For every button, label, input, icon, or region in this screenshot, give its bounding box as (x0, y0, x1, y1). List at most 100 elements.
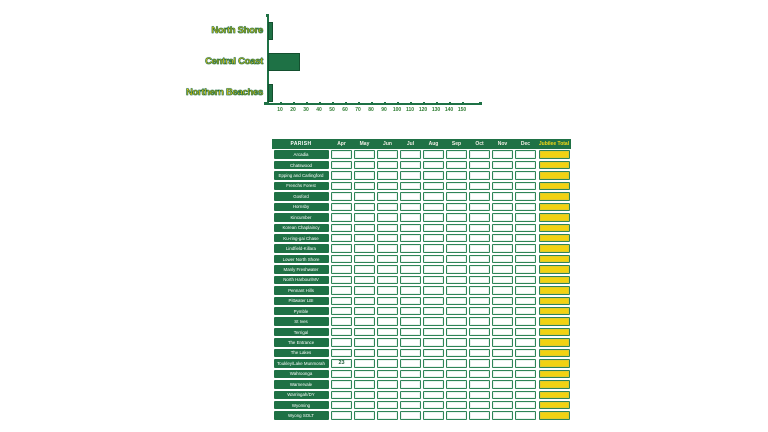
month-cell[interactable] (492, 150, 513, 159)
month-cell[interactable] (446, 307, 467, 316)
month-cell[interactable] (492, 369, 513, 379)
jubilee-total-cell[interactable] (538, 369, 570, 379)
month-cell[interactable] (423, 400, 444, 410)
month-cell[interactable] (377, 160, 398, 170)
month-cell[interactable] (515, 411, 536, 420)
parish-cell[interactable]: Kincumber (273, 213, 329, 222)
month-cell[interactable] (515, 400, 536, 410)
month-cell[interactable] (377, 359, 398, 368)
month-cell[interactable] (400, 390, 421, 399)
month-cell[interactable] (423, 181, 444, 191)
month-cell[interactable] (469, 411, 490, 420)
month-cell[interactable] (331, 411, 352, 420)
parish-cell[interactable]: Warnervale (273, 380, 329, 389)
month-cell[interactable] (377, 296, 398, 305)
month-cell[interactable] (423, 254, 444, 264)
parish-cell[interactable]: St Ives (273, 317, 329, 326)
jubilee-total-cell[interactable] (538, 202, 570, 212)
month-cell[interactable] (446, 171, 467, 180)
month-cell[interactable] (515, 213, 536, 222)
month-cell[interactable] (515, 254, 536, 264)
parish-cell[interactable]: Toukley/Lake Munmorah (273, 359, 329, 368)
month-cell[interactable] (377, 254, 398, 264)
month-cell[interactable] (354, 254, 375, 264)
month-cell[interactable] (492, 254, 513, 264)
month-cell[interactable] (515, 202, 536, 212)
month-cell[interactable] (515, 265, 536, 274)
header-cell-dec[interactable]: Dec (514, 139, 537, 150)
month-cell[interactable] (377, 380, 398, 389)
month-cell[interactable] (400, 254, 421, 264)
month-cell[interactable] (331, 213, 352, 222)
month-cell[interactable] (354, 369, 375, 379)
month-cell[interactable] (331, 307, 352, 316)
month-cell[interactable] (400, 317, 421, 326)
month-cell[interactable] (331, 348, 352, 358)
month-cell[interactable] (492, 223, 513, 232)
jubilee-total-cell[interactable] (538, 296, 570, 305)
month-cell[interactable] (400, 369, 421, 379)
month-cell[interactable] (377, 286, 398, 295)
month-cell[interactable] (377, 265, 398, 274)
jubilee-total-cell[interactable] (538, 213, 570, 222)
month-cell[interactable] (446, 244, 467, 253)
parish-cell[interactable]: Pittwater LBI (273, 296, 329, 305)
parish-cell[interactable]: Lower North Shore (273, 254, 329, 264)
month-cell[interactable] (354, 296, 375, 305)
month-cell[interactable] (492, 307, 513, 316)
parish-cell[interactable]: Manly Freshwater (273, 265, 329, 274)
month-cell[interactable] (515, 327, 536, 337)
month-cell[interactable] (423, 244, 444, 253)
month-cell[interactable] (492, 192, 513, 201)
month-cell[interactable] (423, 369, 444, 379)
month-cell[interactable] (377, 327, 398, 337)
month-cell[interactable] (515, 223, 536, 232)
month-cell[interactable] (331, 338, 352, 347)
month-cell[interactable] (354, 150, 375, 159)
month-cell[interactable] (515, 275, 536, 285)
month-cell[interactable] (423, 202, 444, 212)
jubilee-total-cell[interactable] (538, 244, 570, 253)
month-cell[interactable] (400, 338, 421, 347)
month-cell[interactable] (469, 171, 490, 180)
month-cell[interactable] (423, 233, 444, 243)
month-cell[interactable] (400, 275, 421, 285)
month-cell[interactable] (400, 223, 421, 232)
month-cell[interactable] (492, 202, 513, 212)
month-cell[interactable] (354, 160, 375, 170)
month-cell[interactable] (331, 296, 352, 305)
month-cell[interactable] (331, 317, 352, 326)
month-cell[interactable] (515, 171, 536, 180)
month-cell[interactable]: 23 (331, 359, 352, 368)
header-cell-aug[interactable]: Aug (422, 139, 445, 150)
month-cell[interactable] (377, 307, 398, 316)
jubilee-total-cell[interactable] (538, 233, 570, 243)
jubilee-total-cell[interactable] (538, 359, 570, 368)
month-cell[interactable] (515, 317, 536, 326)
month-cell[interactable] (377, 411, 398, 420)
jubilee-total-cell[interactable] (538, 265, 570, 274)
month-cell[interactable] (331, 390, 352, 399)
month-cell[interactable] (423, 213, 444, 222)
month-cell[interactable] (469, 338, 490, 347)
jubilee-total-cell[interactable] (538, 150, 570, 159)
month-cell[interactable] (515, 286, 536, 295)
parish-cell[interactable]: Wyoming (273, 400, 329, 410)
month-cell[interactable] (354, 213, 375, 222)
month-cell[interactable] (446, 202, 467, 212)
month-cell[interactable] (423, 390, 444, 399)
jubilee-total-cell[interactable] (538, 390, 570, 399)
month-cell[interactable] (377, 338, 398, 347)
month-cell[interactable] (331, 171, 352, 180)
month-cell[interactable] (515, 369, 536, 379)
month-cell[interactable] (331, 192, 352, 201)
month-cell[interactable] (446, 380, 467, 389)
month-cell[interactable] (469, 202, 490, 212)
parish-cell[interactable]: Gosford (273, 192, 329, 201)
month-cell[interactable] (515, 380, 536, 389)
month-cell[interactable] (423, 150, 444, 159)
month-cell[interactable] (400, 327, 421, 337)
month-cell[interactable] (377, 400, 398, 410)
month-cell[interactable] (377, 233, 398, 243)
jubilee-total-cell[interactable] (538, 160, 570, 170)
